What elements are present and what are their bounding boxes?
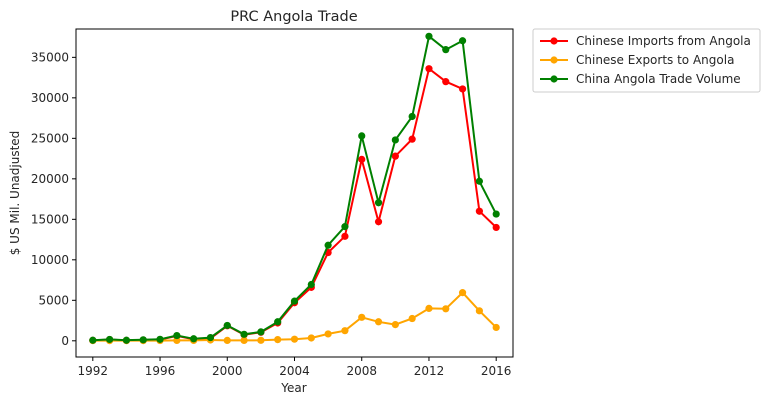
data-point xyxy=(475,307,483,315)
data-point xyxy=(442,46,450,54)
data-point xyxy=(173,331,181,340)
data-point xyxy=(408,112,416,121)
data-point xyxy=(458,85,467,93)
data-point xyxy=(89,336,97,344)
data-point xyxy=(391,136,399,144)
x-axis-title: Year xyxy=(280,381,306,395)
data-point xyxy=(358,132,366,140)
data-point xyxy=(442,305,450,313)
data-point xyxy=(290,297,299,305)
y-axis-title: $ US Mil. Unadjusted xyxy=(8,131,22,256)
data-point xyxy=(425,32,433,40)
y-tick-label: 15000 xyxy=(31,212,69,226)
data-point xyxy=(425,65,433,73)
series-line-3 xyxy=(92,34,498,342)
data-point xyxy=(492,210,500,218)
x-tick-label: 1992 xyxy=(78,364,109,378)
data-point xyxy=(240,336,248,344)
data-point xyxy=(374,318,383,326)
chart-title: PRC Angola Trade xyxy=(230,9,357,25)
data-point xyxy=(341,223,349,231)
x-tick-label: 2000 xyxy=(212,364,243,378)
data-point xyxy=(341,232,349,240)
data-point xyxy=(425,304,433,313)
data-point xyxy=(190,335,198,343)
x-tick-label: 1996 xyxy=(145,364,176,378)
series-layer xyxy=(89,32,500,345)
legend-label-1: Chinese Imports from Angola xyxy=(576,34,751,48)
data-point xyxy=(391,321,399,329)
y-axis: 0 5000 10000 15000 20000 25000 30000 35000 xyxy=(31,50,76,348)
data-point xyxy=(442,78,450,86)
data-point xyxy=(358,313,366,321)
legend: Chinese Imports from Angola Chinese Expor… xyxy=(532,28,761,93)
data-point xyxy=(324,241,332,249)
legend-marker-1 xyxy=(550,37,558,45)
data-point xyxy=(475,177,483,185)
x-tick-label: 2012 xyxy=(414,364,445,378)
x-tick-label: 2016 xyxy=(481,364,512,378)
data-point xyxy=(492,223,500,232)
data-point xyxy=(475,207,483,215)
data-point xyxy=(358,155,366,163)
data-point xyxy=(290,335,299,343)
data-point xyxy=(458,289,467,297)
y-tick-label: 30000 xyxy=(31,91,69,105)
data-point xyxy=(341,327,349,335)
data-point xyxy=(274,318,282,326)
data-point xyxy=(240,330,248,338)
y-tick-label: 20000 xyxy=(31,172,69,186)
data-point xyxy=(139,336,147,344)
y-tick-label: 5000 xyxy=(38,293,69,307)
legend-marker-2 xyxy=(550,56,558,64)
data-point xyxy=(408,314,416,323)
data-point xyxy=(458,37,467,45)
y-tick-label: 10000 xyxy=(31,253,69,267)
y-tick-label: 35000 xyxy=(31,50,69,64)
data-point xyxy=(391,152,399,160)
data-point xyxy=(274,335,282,344)
data-point xyxy=(206,333,215,342)
legend-marker-3 xyxy=(550,75,558,83)
data-point xyxy=(257,336,265,344)
data-point xyxy=(492,323,500,332)
x-tick-label: 2008 xyxy=(346,364,377,378)
data-point xyxy=(156,335,164,343)
data-point xyxy=(257,328,265,336)
legend-frame xyxy=(532,28,761,93)
data-point xyxy=(324,330,332,338)
data-point xyxy=(223,336,231,344)
data-point xyxy=(223,321,231,330)
x-tick-label: 2004 xyxy=(279,364,310,378)
data-point xyxy=(122,336,131,344)
data-point xyxy=(106,335,114,344)
data-point xyxy=(307,334,315,342)
data-point xyxy=(374,199,383,207)
x-axis: 1992 1996 2000 2004 2008 2012 2016 xyxy=(78,357,512,378)
data-point xyxy=(307,280,315,289)
data-point xyxy=(408,135,416,143)
y-tick-label: 0 xyxy=(61,334,69,348)
legend-label-3: China Angola Trade Volume xyxy=(576,72,741,86)
y-tick-label: 25000 xyxy=(31,131,69,145)
data-point xyxy=(374,218,383,226)
legend-label-2: Chinese Exports to Angola xyxy=(576,53,734,67)
